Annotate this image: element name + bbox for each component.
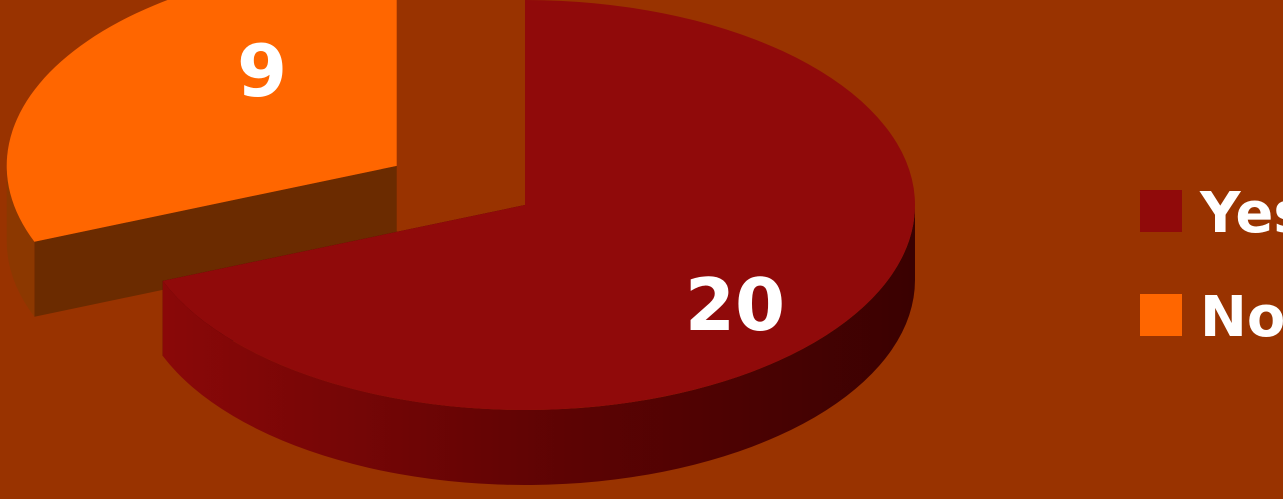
legend-swatch-yes	[1140, 190, 1182, 232]
pie-slice-yes	[162, 0, 915, 410]
slice-side-yes-0	[162, 205, 916, 486]
slice-value-label-no: 9	[237, 29, 287, 113]
legend-swatch-no	[1140, 294, 1182, 336]
legend: Yes No	[1140, 181, 1283, 350]
pie-slice-no	[6, 0, 397, 242]
slice-side-no-0	[6, 165, 35, 317]
slice-value-label-yes: 20	[685, 263, 785, 347]
legend-label-yes: Yes	[1199, 181, 1283, 246]
legend-label-no: No	[1200, 285, 1283, 350]
slice-cut-face-no-0	[34, 165, 397, 317]
pie-slices	[6, 0, 916, 486]
